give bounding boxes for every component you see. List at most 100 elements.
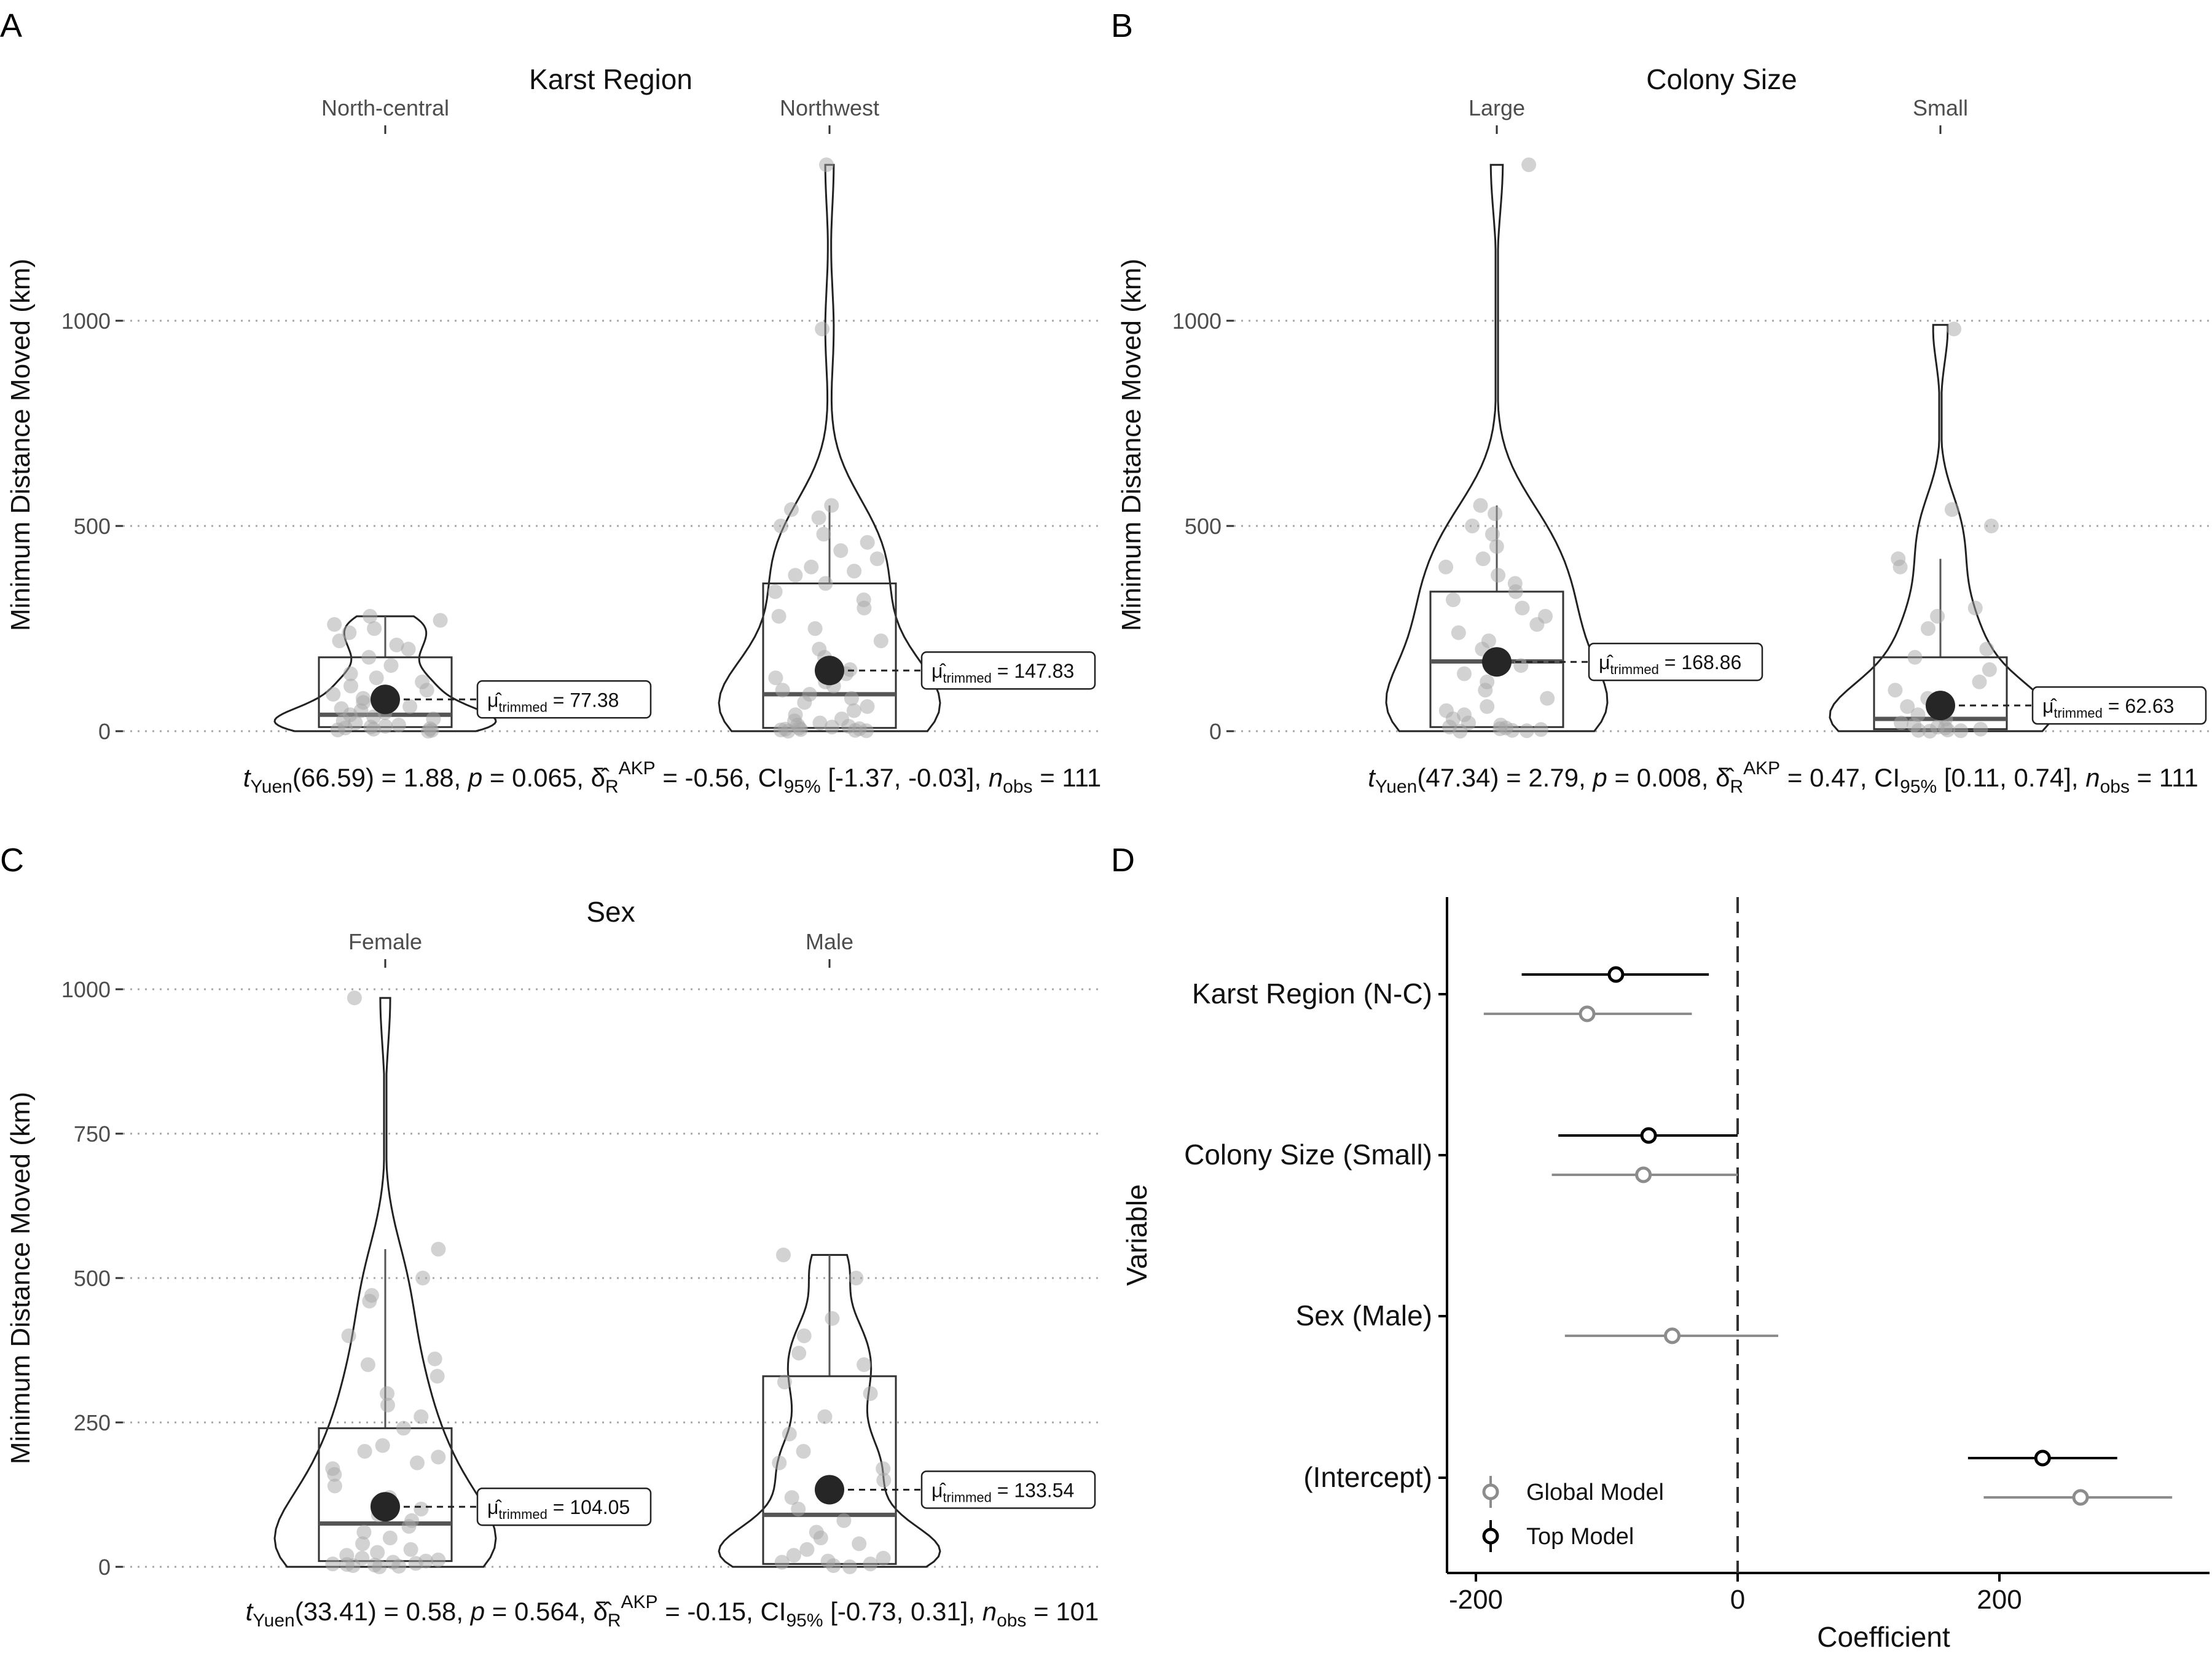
- category-label: Female: [348, 929, 422, 954]
- y-tick-label: 500: [74, 1266, 111, 1291]
- panel-title: Karst Region: [529, 63, 692, 95]
- data-point: [357, 1444, 372, 1459]
- data-point: [876, 1461, 891, 1477]
- data-point: [369, 670, 384, 686]
- data-point: [382, 1531, 398, 1545]
- y-axis-label: Minimum Distance Moved (km): [1116, 259, 1147, 631]
- x-tick-label: 200: [1977, 1585, 2022, 1615]
- violin: [1829, 324, 2052, 732]
- data-point: [347, 990, 362, 1006]
- data-point: [796, 1328, 812, 1343]
- data-point: [816, 527, 831, 542]
- data-point: [429, 1368, 445, 1384]
- data-point: [788, 707, 803, 723]
- data-point: [1475, 551, 1491, 567]
- data-point: [812, 641, 827, 657]
- panel-letter-b: B: [1111, 7, 1133, 44]
- data-point: [852, 1536, 867, 1551]
- data-point: [327, 1478, 342, 1494]
- data-point: [1983, 519, 1999, 533]
- test-statistic: tYuen(66.59) = 1.88, p = 0.065, δ̂RAKP =…: [243, 758, 1102, 797]
- data-point: [1513, 658, 1529, 673]
- data-point: [774, 1555, 790, 1570]
- data-point: [360, 1357, 375, 1372]
- data-point: [1930, 609, 1945, 624]
- data-point: [415, 1271, 431, 1285]
- data-point: [784, 502, 799, 517]
- data-point: [774, 519, 788, 533]
- data-point: [389, 637, 404, 653]
- data-point: [342, 625, 357, 640]
- panel-title: Sex: [586, 896, 635, 928]
- data-point: [415, 674, 430, 689]
- data-point: [1521, 157, 1537, 173]
- data-point: [1488, 506, 1503, 521]
- data-point: [836, 1513, 852, 1528]
- data-point: [339, 1548, 355, 1563]
- category-label: Sex (Male): [1296, 1300, 1432, 1332]
- y-axis-label: Minimum Distance Moved (km): [6, 1092, 36, 1464]
- data-point: [782, 1426, 797, 1441]
- data-point: [1457, 666, 1472, 681]
- data-point: [796, 1444, 811, 1459]
- mean-label-box: [476, 1487, 652, 1526]
- mean-label-box: [476, 680, 652, 719]
- data-point: [1533, 722, 1548, 737]
- data-point: [403, 1542, 418, 1557]
- data-point: [818, 576, 833, 591]
- data-point: [431, 1449, 446, 1465]
- category-label: Large: [1469, 95, 1525, 120]
- data-point: [325, 1461, 340, 1477]
- data-point: [1480, 699, 1495, 714]
- data-point: [341, 1328, 356, 1343]
- data-point: [414, 1409, 429, 1424]
- x-tick-label: 0: [1730, 1585, 1745, 1615]
- y-tick-label: 1000: [61, 977, 111, 1002]
- coefficient-estimate: [2034, 1449, 2051, 1467]
- trimmed-mean-point: [371, 1492, 400, 1522]
- data-point: [334, 701, 349, 716]
- trimmed-mean-point: [815, 656, 844, 686]
- data-point: [410, 1455, 425, 1470]
- legend-key-point: [1482, 1528, 1499, 1545]
- coefficient-estimate: [2072, 1489, 2089, 1506]
- data-point: [1973, 721, 1988, 737]
- data-point: [1888, 683, 1903, 698]
- data-point: [375, 1438, 390, 1453]
- data-point: [802, 686, 817, 702]
- mean-label-box: [2031, 686, 2207, 725]
- data-point: [1485, 527, 1500, 542]
- data-point: [343, 666, 358, 681]
- y-tick-label: 750: [74, 1121, 111, 1147]
- data-point: [860, 535, 875, 550]
- panel-a-karst-region: 0 500 1000 Karst Region Minimum Distance Mov…: [6, 63, 1101, 797]
- data-point: [1953, 723, 1969, 739]
- data-point: [332, 633, 347, 648]
- data-point: [385, 1555, 401, 1570]
- data-point: [1900, 699, 1915, 714]
- data-point: [367, 621, 382, 636]
- category-label: (Intercept): [1303, 1461, 1432, 1493]
- data-point: [1944, 502, 1959, 517]
- data-point: [1451, 625, 1466, 640]
- mean-label: μ̂trimmed = 133.54: [931, 1479, 1074, 1505]
- data-point: [863, 1556, 878, 1572]
- data-point: [1979, 641, 1994, 657]
- data-point: [772, 1455, 787, 1470]
- box: [318, 1427, 453, 1563]
- trimmed-mean-point: [1926, 691, 1955, 721]
- data-point: [431, 1242, 446, 1257]
- data-point: [1921, 621, 1936, 636]
- violin: [1385, 163, 1609, 732]
- panel-c-sex: 0 250 500 750 1000 Sex Minimum Distance Moved …: [6, 896, 1099, 1631]
- data-point: [396, 1421, 411, 1436]
- panel-letter-c: C: [0, 842, 24, 879]
- data-point: [1515, 600, 1530, 616]
- data-point: [812, 715, 828, 731]
- data-point: [370, 1545, 385, 1560]
- data-point: [804, 559, 819, 575]
- data-point: [776, 1247, 791, 1263]
- data-point: [364, 1288, 379, 1303]
- data-point: [1438, 559, 1454, 575]
- mean-label: μ̂trimmed = 77.38: [487, 689, 619, 715]
